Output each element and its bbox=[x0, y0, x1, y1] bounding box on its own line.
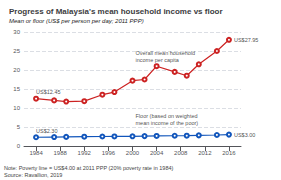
svg-text:US$3.00: US$3.00 bbox=[234, 132, 255, 138]
svg-text:1984: 1984 bbox=[29, 150, 43, 156]
svg-text:5: 5 bbox=[17, 124, 21, 130]
svg-text:income per capita: income per capita bbox=[136, 57, 180, 63]
svg-text:Note: Poverty line = US$4.00 a: Note: Poverty line = US$4.00 at 2011 PPP… bbox=[4, 165, 173, 171]
svg-text:1996: 1996 bbox=[102, 150, 116, 156]
svg-text:US$27.95: US$27.95 bbox=[234, 37, 258, 43]
svg-text:30: 30 bbox=[13, 29, 20, 35]
svg-text:Source: Ravallion, 2019: Source: Ravallion, 2019 bbox=[4, 172, 62, 178]
svg-text:Overall mean household: Overall mean household bbox=[136, 50, 196, 56]
svg-text:Floor (based on weighted: Floor (based on weighted bbox=[136, 113, 198, 119]
svg-text:15: 15 bbox=[13, 86, 20, 92]
svg-text:1988: 1988 bbox=[53, 150, 67, 156]
svg-text:2000: 2000 bbox=[126, 150, 140, 156]
svg-text:US$2.30: US$2.30 bbox=[36, 128, 57, 134]
svg-text:10: 10 bbox=[13, 105, 20, 111]
svg-text:2008: 2008 bbox=[174, 150, 188, 156]
svg-text:2004: 2004 bbox=[150, 150, 164, 156]
svg-text:1992: 1992 bbox=[78, 150, 92, 156]
svg-text:Progress of Malaysia's mean ho: Progress of Malaysia's mean household in… bbox=[9, 7, 223, 16]
svg-text:25: 25 bbox=[13, 48, 20, 54]
svg-text:0: 0 bbox=[17, 143, 21, 149]
svg-text:20: 20 bbox=[13, 67, 20, 73]
svg-text:2016: 2016 bbox=[222, 150, 236, 156]
svg-text:mean income of the poor): mean income of the poor) bbox=[136, 120, 199, 126]
svg-text:US$12.45: US$12.45 bbox=[36, 89, 60, 95]
svg-text:2012: 2012 bbox=[198, 150, 212, 156]
svg-text:Mean or floor (US$ per person: Mean or floor (US$ per person per day; 2… bbox=[9, 18, 144, 24]
